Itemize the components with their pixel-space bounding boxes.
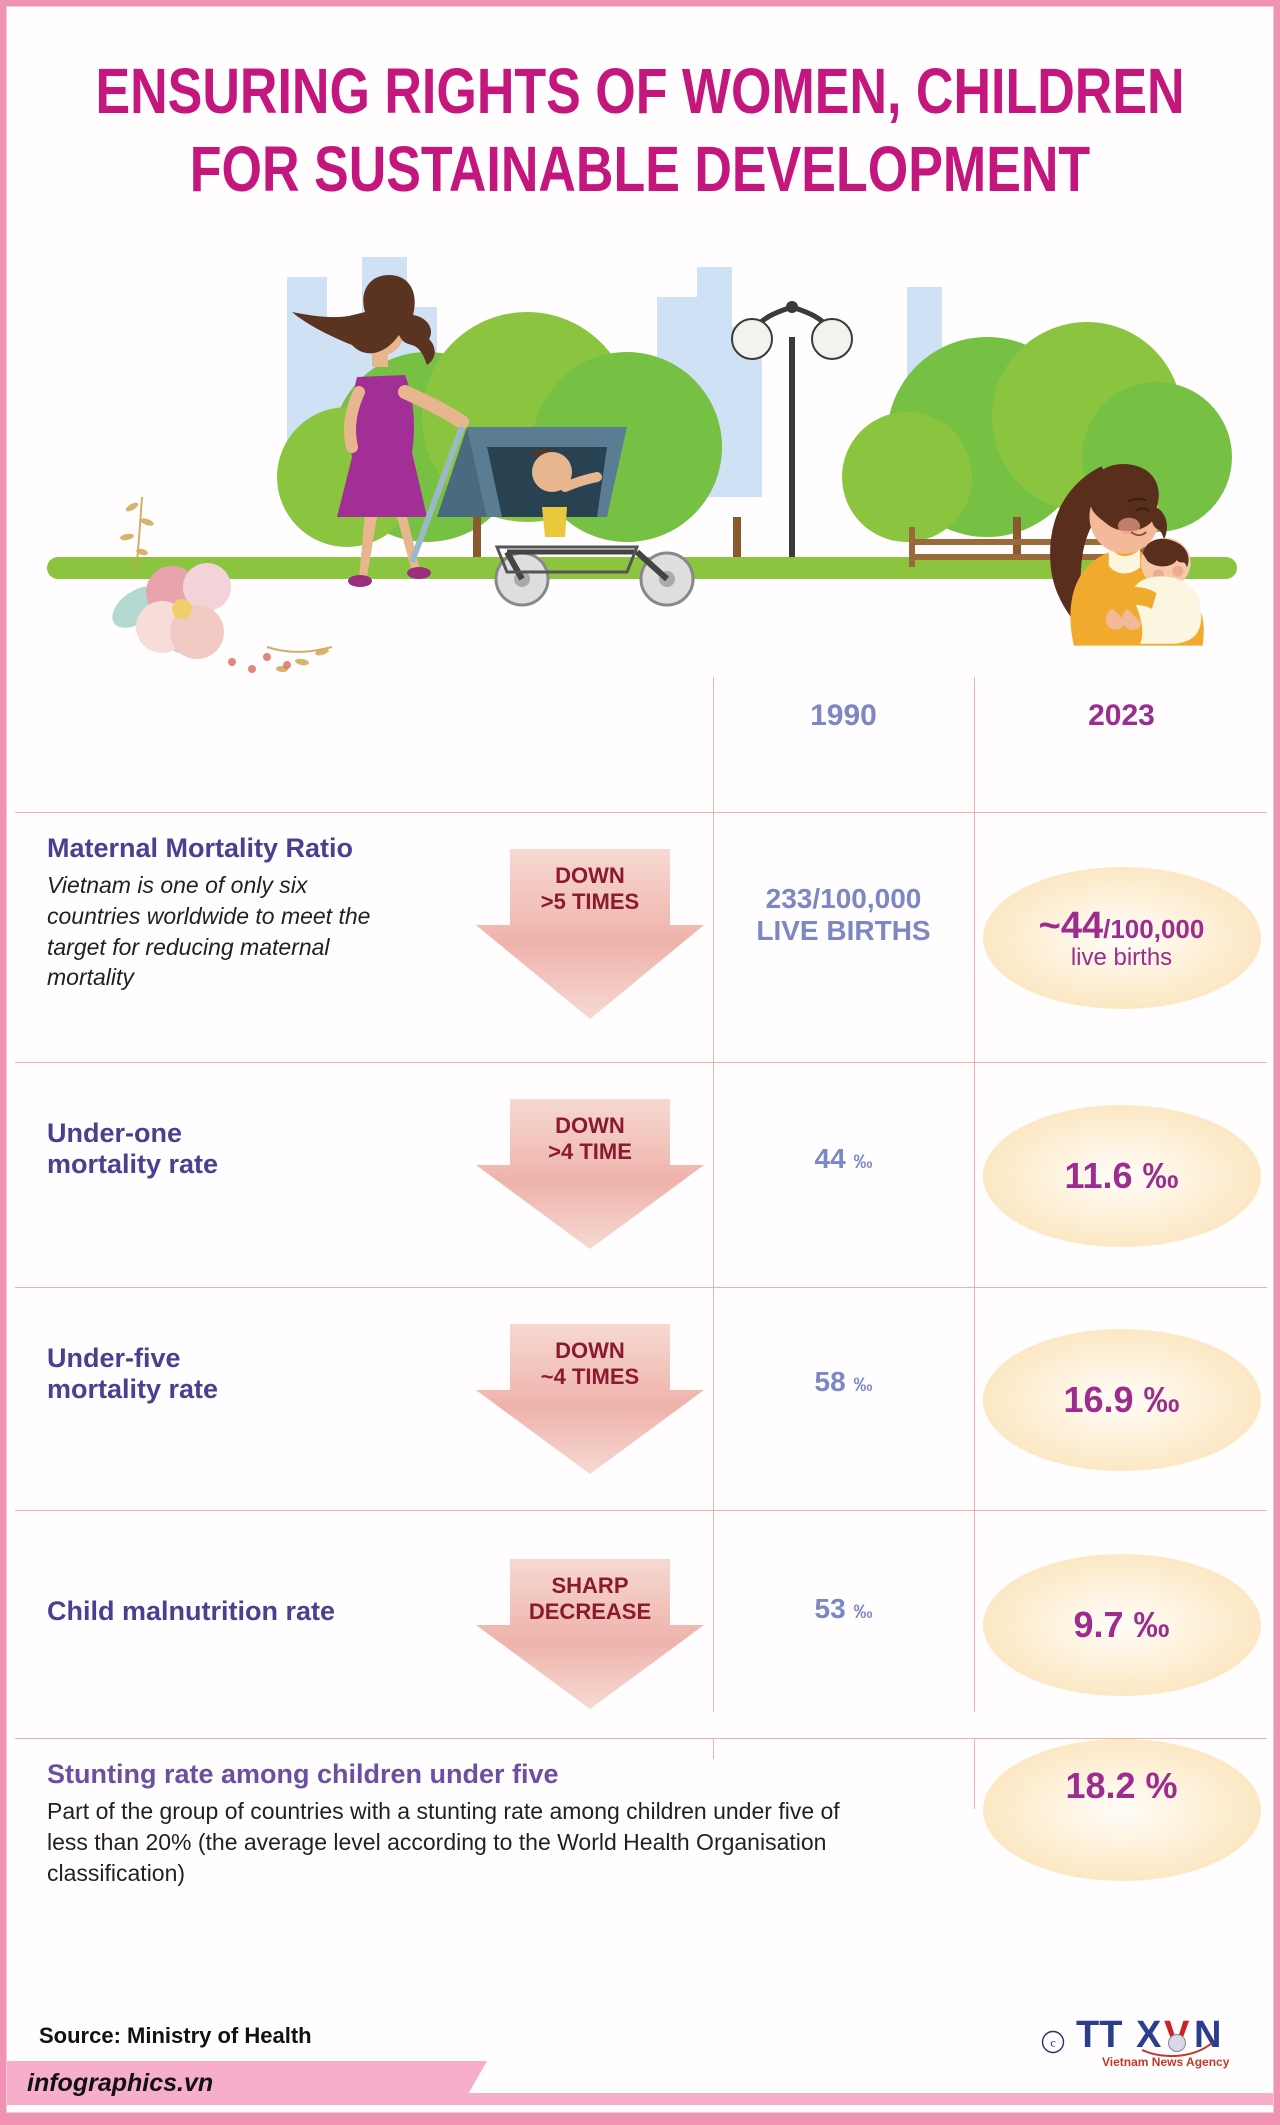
svg-text:Vietnam News Agency: Vietnam News Agency bbox=[1102, 2055, 1230, 2069]
svg-text:X: X bbox=[1136, 2014, 1162, 2056]
svg-text:c: c bbox=[1050, 2036, 1055, 2050]
svg-text:N: N bbox=[1194, 2014, 1221, 2056]
svg-text:TT: TT bbox=[1076, 2014, 1122, 2056]
svg-text:infographics.vn: infographics.vn bbox=[27, 2069, 213, 2097]
